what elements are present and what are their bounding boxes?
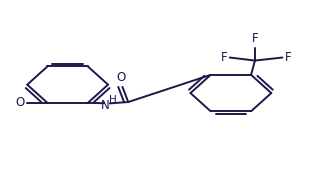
Text: H: H <box>109 95 117 105</box>
Text: N: N <box>101 99 110 112</box>
Text: F: F <box>220 51 227 64</box>
Text: F: F <box>285 51 292 64</box>
Text: O: O <box>116 70 126 83</box>
Text: O: O <box>16 96 25 109</box>
Text: F: F <box>252 32 258 45</box>
